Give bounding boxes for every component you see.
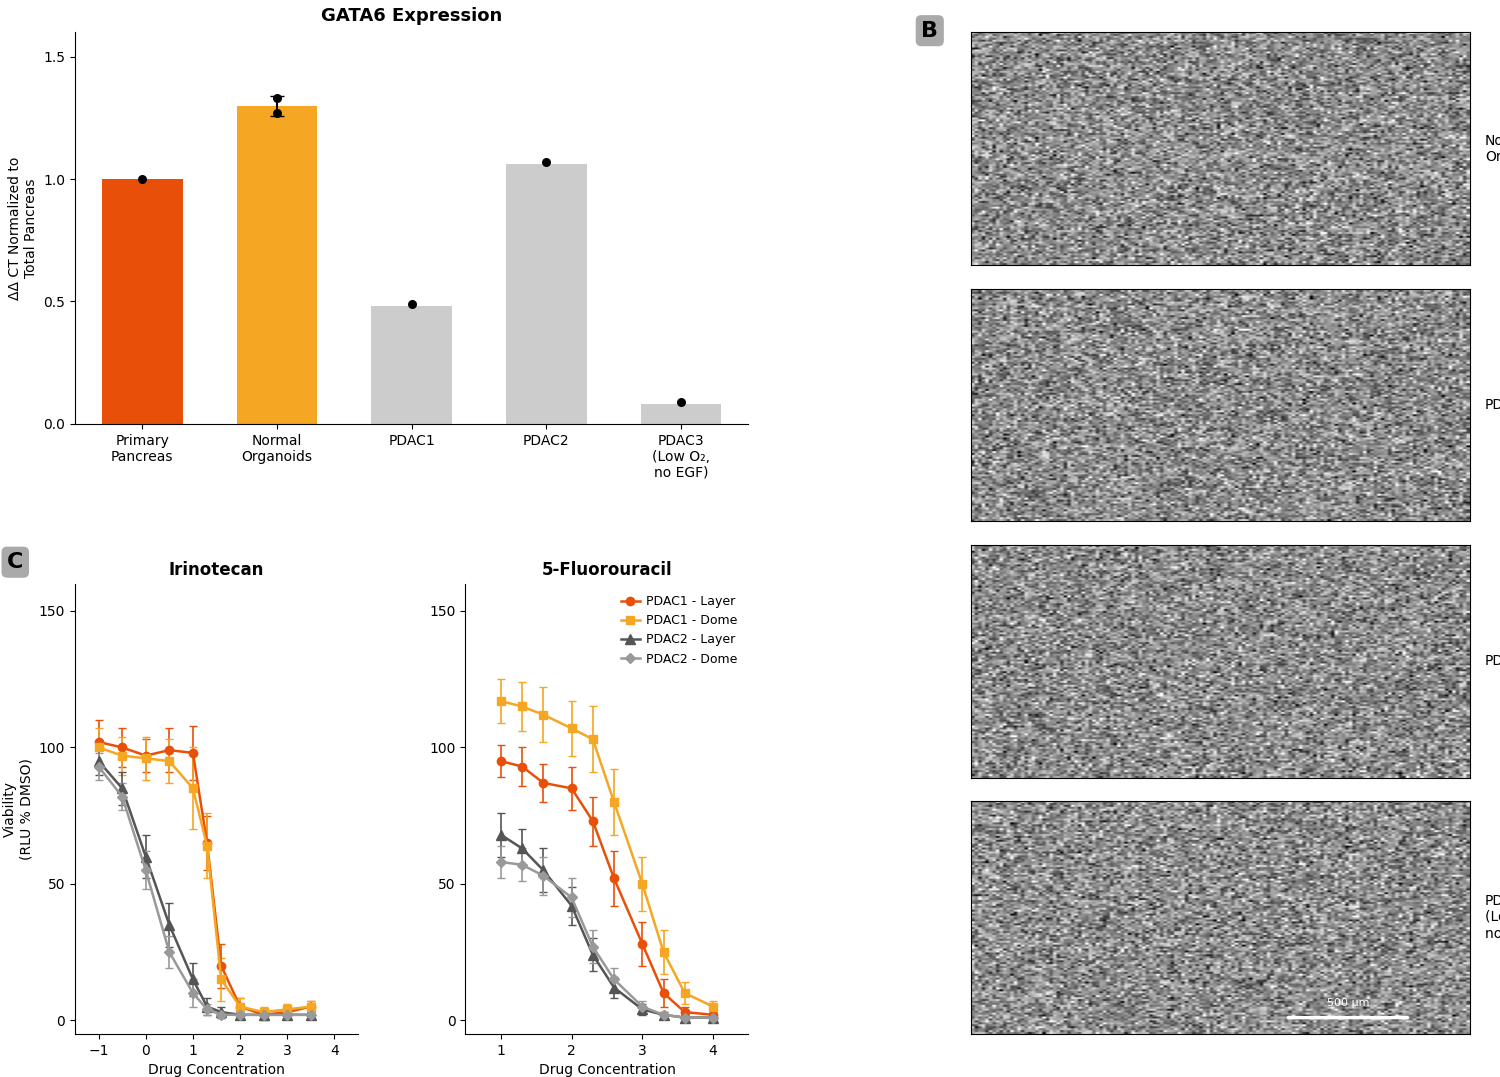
Text: 500 μm: 500 μm [1326,998,1370,1008]
Text: B: B [921,20,939,41]
Bar [237,106,318,423]
Text: PDAC3,
(Low O₂,
no EGF): PDAC3, (Low O₂, no EGF) [1485,894,1500,940]
Point [669,393,693,410]
Point [266,89,290,107]
Text: PDAC2: PDAC2 [1485,654,1500,668]
Bar [102,179,183,423]
Title: GATA6 Expression: GATA6 Expression [321,8,502,25]
Point [130,170,154,187]
Bar [372,306,452,423]
Text: PDAC1: PDAC1 [1485,398,1500,412]
Y-axis label: ΔΔ CT Normalized to
Total Pancreas: ΔΔ CT Normalized to Total Pancreas [8,156,38,299]
Y-axis label: Viability
(RLU % DMSO): Viability (RLU % DMSO) [3,758,33,859]
Point [266,104,290,122]
Title: Irinotecan: Irinotecan [170,561,264,579]
X-axis label: Drug Concentration
[log, μM]: Drug Concentration [log, μM] [538,1063,675,1077]
Bar [506,165,586,423]
Bar [640,404,722,423]
Point [399,295,423,312]
Point [534,153,558,170]
Text: C: C [8,553,24,572]
Legend: PDAC1 - Layer, PDAC1 - Dome, PDAC2 - Layer, PDAC2 - Dome: PDAC1 - Layer, PDAC1 - Dome, PDAC2 - Lay… [616,590,742,671]
Text: Normal
Organoids: Normal Organoids [1485,134,1500,164]
Title: 5-Fluorouracil: 5-Fluorouracil [542,561,672,579]
X-axis label: Drug Concentration
[log, μM]: Drug Concentration [log, μM] [148,1063,285,1077]
